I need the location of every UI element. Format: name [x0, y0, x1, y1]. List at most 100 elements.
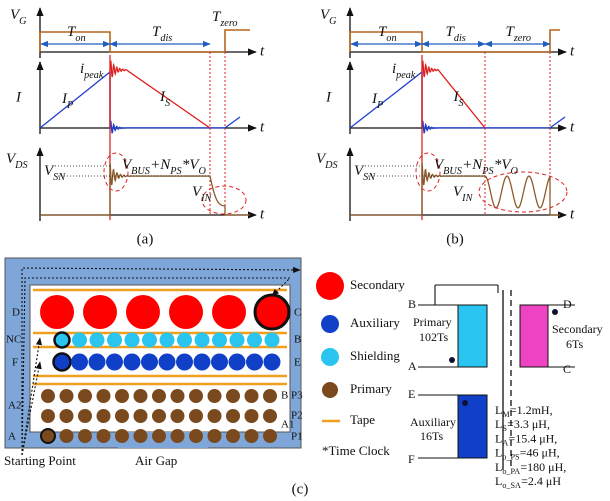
label-sub: G [329, 16, 337, 27]
label-sub: PS [169, 166, 181, 177]
label-part: I [371, 91, 378, 107]
auxiliary-turn [228, 353, 246, 371]
label-sub: SN [363, 172, 376, 183]
label: VSN [44, 163, 66, 182]
label-part: I [159, 89, 166, 105]
primary-turn [152, 389, 166, 403]
caption: (c) [292, 481, 309, 497]
primary-turn [40, 428, 56, 444]
label-sub: DS [324, 160, 337, 171]
shielding-turn [194, 332, 210, 348]
label-part: +N [462, 157, 483, 173]
label-sub: IN [461, 193, 473, 204]
shielding-turn [264, 332, 280, 348]
label: Lo_PA =180 μH, [495, 460, 566, 477]
label: t [570, 206, 575, 222]
label-sub: O [511, 166, 519, 177]
label: VG [320, 7, 337, 26]
wave [349, 70, 566, 134]
shielding-turn [53, 331, 71, 349]
terminal: C [563, 362, 571, 376]
label-sub: S [459, 98, 464, 109]
label-sub: P [66, 100, 73, 111]
label-sub: BUS [443, 166, 462, 177]
winding-route [21, 266, 301, 455]
wave [39, 29, 250, 53]
terminal: D [563, 297, 572, 311]
label-part: *V [182, 157, 201, 173]
label-part: T [152, 24, 162, 40]
auxiliary-turn [176, 353, 193, 371]
label-part: =1.2mH, [510, 403, 553, 417]
caption: (b) [446, 231, 464, 247]
label-part: i [392, 61, 396, 77]
winding-label: C [294, 307, 301, 319]
label-sub: o_SA [502, 481, 521, 490]
label-sub: P [376, 100, 383, 111]
label-part: T [446, 24, 456, 40]
label-part: L [495, 474, 502, 488]
terminal: E [408, 387, 415, 401]
label-sub: BUS [131, 166, 150, 177]
label: VSN [354, 163, 376, 182]
label-part: I [453, 89, 460, 105]
label-part: I [61, 91, 68, 107]
shielding-turn [107, 332, 122, 348]
label-part: V [122, 157, 133, 173]
label-part: V [44, 163, 55, 179]
secondary-turn [253, 293, 291, 331]
primary-turn [41, 389, 55, 403]
air-gap-label: Air Gap [135, 453, 177, 468]
primary-turn [115, 389, 129, 403]
label-sub: o_PA [502, 467, 520, 476]
label-sub: o_PS [502, 453, 520, 462]
legend-label: Primary [350, 381, 392, 396]
legend-label: Shielding [350, 348, 400, 363]
label-sub: peak [83, 70, 104, 81]
primary-turn [207, 389, 222, 403]
primary-turn [244, 389, 259, 403]
primary-turn [59, 409, 74, 423]
label: ipeak [80, 61, 104, 80]
label-part: =46 μH, [520, 445, 560, 459]
label-part: V [10, 7, 21, 23]
primary-label: 102Ts [419, 330, 448, 344]
label: VG [10, 7, 27, 26]
label-sub: peak [395, 70, 416, 81]
label-sub: IN [200, 193, 212, 204]
label: LS =3.3 μH, [495, 417, 550, 434]
label-part: =3.3 μH, [507, 417, 550, 431]
primary-turn [59, 389, 74, 403]
auxiliary-winding [457, 394, 488, 459]
label-part: *V [494, 157, 513, 173]
wave [349, 29, 560, 53]
secondary-turn [126, 295, 160, 329]
wave [109, 60, 211, 129]
primary-turn [133, 389, 148, 403]
label-sub: S [502, 425, 507, 434]
winding-label: D [12, 307, 20, 319]
label-part: V [6, 151, 17, 167]
label-sub: G [19, 16, 27, 27]
highlight [478, 171, 568, 213]
auxiliary-turn [141, 353, 158, 371]
winding-label: P2 [291, 410, 303, 422]
secondary-label: Secondary [552, 322, 603, 336]
label: VIN [192, 184, 213, 203]
auxiliary-turn [106, 353, 123, 371]
winding-label: NC [6, 334, 21, 346]
primary-turn [170, 409, 185, 423]
label-sub: zero [513, 33, 531, 44]
label-part: T [212, 9, 222, 25]
label-sub: SN [53, 172, 66, 183]
terminal: F [408, 452, 415, 466]
label-part: V [320, 7, 331, 23]
legend-label: Secondary [350, 277, 405, 292]
terminal: B [408, 297, 416, 311]
wave [350, 162, 560, 216]
dot [552, 309, 558, 315]
legend-label: Auxiliary [350, 315, 400, 330]
primary-turn [226, 389, 240, 403]
primary-turn [41, 409, 55, 423]
primary-turn [96, 429, 111, 443]
